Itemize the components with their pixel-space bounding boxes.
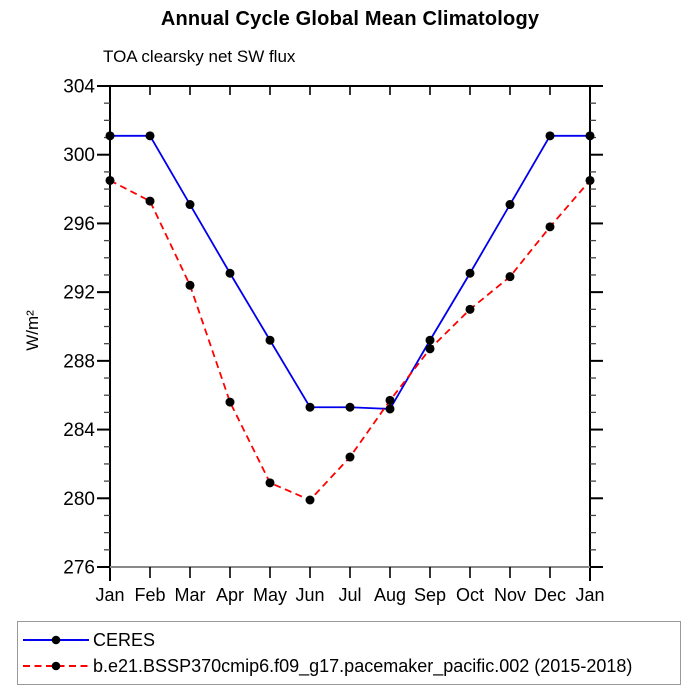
y-tick-label: 276	[63, 558, 95, 579]
chart-subtitle: TOA clearsky net SW flux	[103, 47, 296, 66]
series-0-marker	[465, 268, 475, 278]
series-0-marker	[425, 335, 435, 345]
series-1-marker	[185, 280, 195, 290]
x-tick-label: Feb	[134, 585, 165, 605]
series-0-marker	[585, 131, 595, 141]
legend-entry-model: b.e21.BSSP370cmip6.f09_g17.pacemaker_pac…	[21, 655, 633, 676]
series-1-marker	[265, 478, 275, 488]
series-0-marker	[265, 335, 275, 345]
legend-swatch-ceres	[23, 635, 89, 645]
series-0-marker	[105, 131, 115, 141]
series-0-marker	[185, 200, 195, 210]
x-tick-label: May	[253, 585, 287, 605]
x-tick-label: Sep	[414, 585, 446, 605]
legend-label-model: b.e21.BSSP370cmip6.f09_g17.pacemaker_pac…	[93, 655, 633, 676]
legend-label-ceres: CERES	[93, 629, 156, 650]
y-tick-label: 296	[63, 214, 95, 235]
y-tick-label: 288	[63, 351, 95, 372]
series-1-marker	[545, 222, 555, 232]
x-tick-label: Dec	[534, 585, 566, 605]
series-0-line	[110, 134, 590, 410]
series-1-marker	[465, 304, 475, 314]
series-1-marker	[145, 196, 155, 206]
series-1-marker	[305, 495, 315, 505]
x-tick-label: Mar	[175, 585, 206, 605]
x-tick-label: Jun	[295, 585, 324, 605]
series-0-marker	[225, 268, 235, 278]
x-tick-label: Jan	[575, 585, 604, 605]
series-1-marker	[385, 395, 395, 405]
series-0-marker	[505, 200, 515, 210]
x-tick-label: Apr	[216, 585, 244, 605]
legend-swatch-model	[23, 661, 89, 671]
x-tick-label: Oct	[456, 585, 484, 605]
x-tick-label: Nov	[494, 585, 526, 605]
plot-area: 276 280 284 288 292 296 300 304 Jan Feb Mar Apr May J…	[23, 77, 605, 606]
series-1-marker	[585, 175, 595, 185]
y-tick-label: 280	[63, 489, 95, 510]
series-1-marker	[425, 344, 435, 354]
chart-title: Annual Cycle Global Mean Climatology	[160, 8, 540, 30]
legend-marker-sample	[51, 635, 61, 645]
series-0-marker	[385, 404, 395, 414]
legend-marker-sample	[51, 661, 61, 671]
series-1-marker	[505, 272, 515, 282]
series-0-marker	[545, 131, 555, 141]
y-tick-label: 284	[63, 420, 95, 441]
x-tick-label: Aug	[374, 585, 406, 605]
y-tick-label: 304	[63, 77, 95, 98]
series-1-marker	[105, 175, 115, 185]
x-tick-label: Jul	[338, 585, 361, 605]
legend-entry-ceres: CERES	[21, 629, 156, 650]
y-tick-label: 292	[63, 283, 95, 304]
series-0-marker	[145, 131, 155, 141]
x-tick-label: Jan	[95, 585, 124, 605]
series-0-marker	[345, 402, 355, 412]
series-1-marker	[345, 452, 355, 462]
series-1-marker	[225, 397, 235, 407]
series-0-marker	[305, 402, 315, 412]
y-tick-label: 300	[63, 145, 95, 166]
series-1-line	[109, 179, 591, 502]
y-axis-title: W/m²	[23, 310, 42, 351]
legend: CERES b.e21.BSSP370cmip6.f09_g17.pacemak…	[17, 621, 681, 685]
